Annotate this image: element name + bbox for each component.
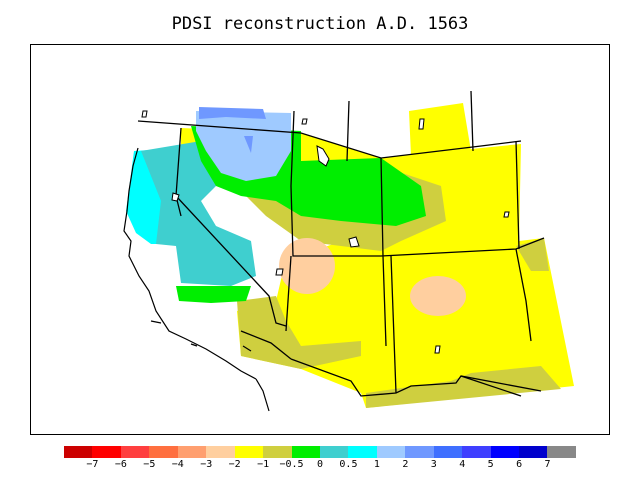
legend-swatch bbox=[177, 446, 207, 458]
map-frame bbox=[30, 44, 610, 435]
legend-label: −2 bbox=[228, 459, 241, 470]
legend-label: 3 bbox=[430, 459, 437, 470]
legend-swatch bbox=[547, 446, 576, 458]
legend-swatch bbox=[149, 446, 178, 458]
lakes bbox=[141, 110, 510, 354]
legend-swatch bbox=[64, 446, 93, 458]
legend-label: −1 bbox=[257, 459, 270, 470]
region-blue-center bbox=[244, 136, 253, 153]
legend-label: −3 bbox=[200, 459, 213, 470]
region-light-blue bbox=[196, 111, 291, 181]
color-legend bbox=[64, 446, 576, 458]
legend-swatch bbox=[490, 446, 519, 458]
legend-label: 7 bbox=[544, 459, 551, 470]
legend-label: 4 bbox=[459, 459, 466, 470]
legend-label: −5 bbox=[143, 459, 156, 470]
legend-swatch bbox=[462, 446, 491, 458]
legend-label: 2 bbox=[402, 459, 409, 470]
legend-label: −6 bbox=[114, 459, 127, 470]
legend-swatch bbox=[291, 446, 320, 458]
legend-swatch bbox=[348, 446, 377, 458]
legend-label: 6 bbox=[516, 459, 523, 470]
legend-label: −7 bbox=[86, 459, 99, 470]
legend-label: 5 bbox=[487, 459, 494, 470]
legend-swatch bbox=[519, 446, 548, 458]
legend-swatch bbox=[120, 446, 150, 458]
legend-swatch bbox=[319, 446, 349, 458]
legend-label: 0.5 bbox=[339, 459, 358, 470]
legend-swatch bbox=[405, 446, 434, 458]
legend-swatch bbox=[234, 446, 264, 458]
legend-label: 0 bbox=[316, 459, 324, 470]
legend-label: −0.5 bbox=[279, 459, 304, 470]
pdsi-map bbox=[123, 90, 574, 412]
legend-label: 1 bbox=[373, 459, 380, 470]
legend-label: −4 bbox=[171, 459, 184, 470]
region-olive-south bbox=[366, 366, 561, 408]
legend-swatch bbox=[376, 446, 406, 458]
region-blue bbox=[199, 107, 266, 119]
region-peach-west bbox=[279, 238, 335, 294]
map-title: PDSI reconstruction A.D. 1563 bbox=[171, 14, 469, 34]
region-yellow-ne bbox=[409, 103, 471, 156]
coastline bbox=[123, 147, 270, 412]
state-boundaries bbox=[137, 90, 545, 397]
legend-swatch bbox=[263, 446, 292, 458]
region-green-west bbox=[176, 286, 251, 303]
region-peach-east bbox=[410, 276, 466, 316]
region-olive-sw bbox=[237, 296, 361, 369]
legend-swatch bbox=[433, 446, 463, 458]
legend-swatch bbox=[206, 446, 235, 458]
legend-swatch bbox=[92, 446, 121, 458]
legend-labels: −7 −6 −5 −4 −3 −2 −1 −0.5 0 0.5 1 2 3 4 5 6 7 bbox=[0, 459, 640, 473]
